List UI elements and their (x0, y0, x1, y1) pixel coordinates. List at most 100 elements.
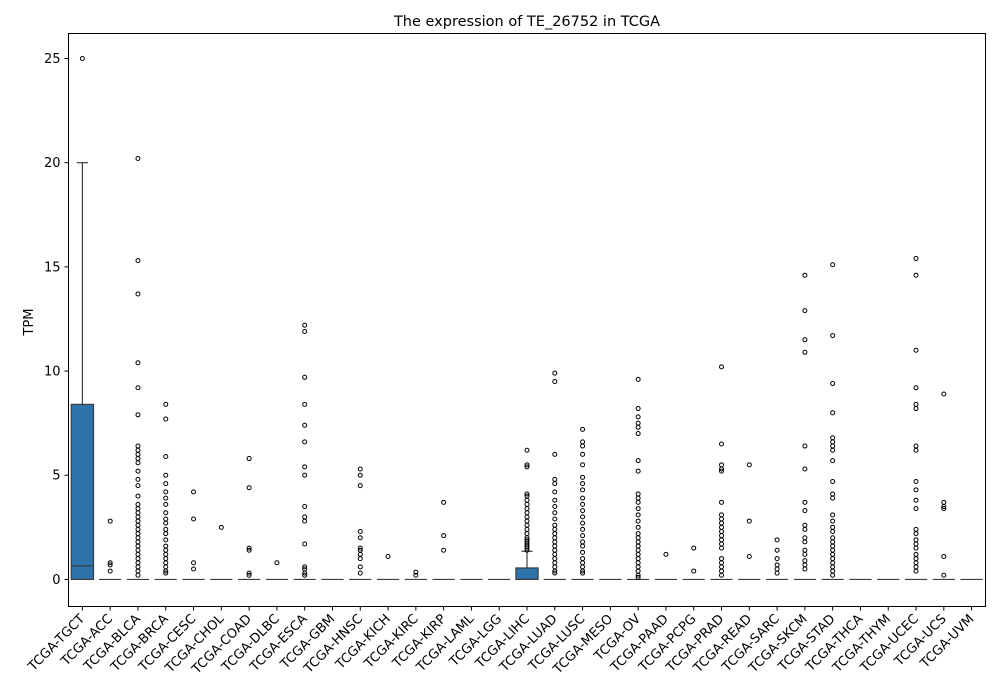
outlier-point (524, 462, 530, 468)
outlier-point (302, 572, 308, 578)
outlier-point (302, 570, 308, 576)
outlier-point (135, 385, 141, 391)
outlier-point (107, 560, 113, 566)
outlier-point (441, 547, 447, 553)
outlier-point (719, 441, 725, 447)
outlier-point (163, 501, 169, 507)
outlier-point (552, 489, 558, 495)
outlier-point (802, 508, 808, 514)
outlier-point (635, 512, 641, 518)
outlier-point (135, 291, 141, 297)
outlier-point (580, 543, 586, 549)
outlier-point (802, 566, 808, 572)
outlier-point (135, 412, 141, 418)
outlier-point (135, 460, 141, 466)
outlier-point (635, 506, 641, 512)
outlier-point (802, 551, 808, 557)
outlier-point (580, 451, 586, 457)
outlier-point (246, 547, 252, 553)
outlier-point (913, 545, 919, 551)
outlier-point (580, 533, 586, 539)
outlier-point (552, 497, 558, 503)
outlier-point (580, 514, 586, 520)
outlier-point (246, 456, 252, 462)
outlier-point (552, 516, 558, 522)
outlier-point (357, 556, 363, 562)
outlier-point (580, 570, 586, 576)
outlier-point (580, 474, 586, 480)
outlier-point (774, 556, 780, 562)
outlier-point (691, 568, 697, 574)
outlier-point (635, 499, 641, 505)
outlier-point (552, 510, 558, 516)
outlier-point (802, 272, 808, 278)
outlier-point (218, 524, 224, 530)
outlier-point (830, 528, 836, 534)
outlier-point (191, 489, 197, 495)
outlier-point (719, 466, 725, 472)
outlier-point (746, 518, 752, 524)
outlier-point (580, 426, 586, 432)
outlier-point (79, 56, 85, 62)
outlier-point (163, 416, 169, 422)
outlier-point (163, 570, 169, 576)
outlier-point (191, 560, 197, 566)
outlier-point (580, 520, 586, 526)
chart-title: The expression of TE_26752 in TCGA (393, 14, 660, 30)
outlier-point (580, 495, 586, 501)
outlier-point (580, 501, 586, 507)
outlier-point (135, 572, 141, 578)
outlier-point (830, 512, 836, 518)
outlier-point (302, 328, 308, 334)
outlier-point (580, 481, 586, 487)
outlier-point (274, 560, 280, 566)
outlier-point (635, 524, 641, 530)
plot-frame (68, 33, 986, 607)
outlier-point (163, 568, 169, 574)
outlier-point (191, 516, 197, 522)
outlier-point (246, 570, 252, 576)
outlier-point (913, 256, 919, 262)
outlier-point (663, 551, 669, 557)
outlier-point (524, 547, 530, 553)
outlier-point (580, 568, 586, 574)
outlier-point (802, 499, 808, 505)
y-tick-label: 20 (44, 156, 61, 171)
outlier-point (913, 568, 919, 574)
outlier-point (941, 391, 947, 397)
outlier-point (163, 531, 169, 537)
outlier-point (802, 466, 808, 472)
outlier-point (524, 447, 530, 453)
outlier-point (913, 272, 919, 278)
outlier-point (802, 443, 808, 449)
outlier-point (163, 510, 169, 516)
outlier-point (802, 526, 808, 532)
y-tick-label: 5 (52, 469, 60, 484)
outlier-point (691, 545, 697, 551)
outlier-point (552, 451, 558, 457)
outlier-point (719, 545, 725, 551)
y-tick-label: 0 (52, 573, 60, 588)
outlier-point (385, 553, 391, 559)
outlier-point (163, 537, 169, 543)
outlier-point (302, 439, 308, 445)
outlier-point (552, 481, 558, 487)
outlier-point (135, 156, 141, 162)
outlier-point (913, 487, 919, 493)
outlier-point (580, 549, 586, 555)
outlier-point (635, 468, 641, 474)
outlier-point (580, 443, 586, 449)
outlier-point (357, 545, 363, 551)
outlier-point (441, 533, 447, 539)
outlier-point (830, 458, 836, 464)
outlier-point (441, 499, 447, 505)
outlier-point (302, 564, 308, 570)
outlier-point (163, 453, 169, 459)
outlier-point (163, 472, 169, 478)
outlier-point (163, 481, 169, 487)
outlier-point (913, 406, 919, 412)
outlier-point (357, 483, 363, 489)
outlier-point (107, 562, 113, 568)
outlier-point (524, 545, 530, 551)
outlier-point (719, 364, 725, 370)
